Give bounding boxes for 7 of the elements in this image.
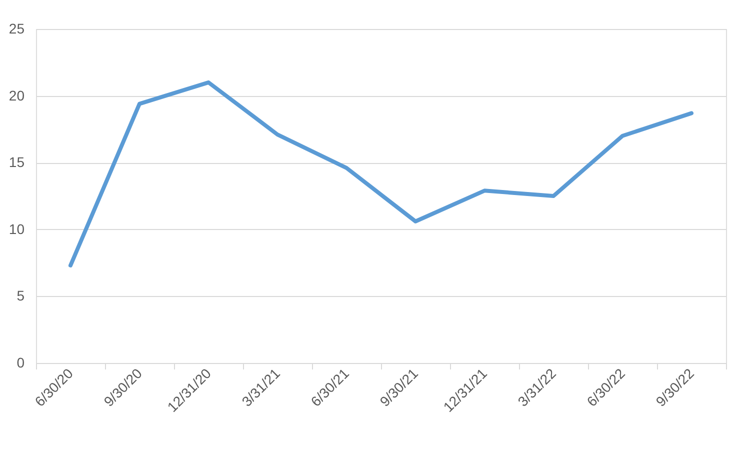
y-tick-label: 10 <box>8 220 25 237</box>
y-tick-label: 0 <box>16 354 25 370</box>
line-series <box>68 80 694 268</box>
y-tick-label: 20 <box>8 87 25 104</box>
y-tick-label: 25 <box>8 20 25 36</box>
y-tick-label: 15 <box>8 154 25 170</box>
y-tick-label: 5 <box>16 288 25 304</box>
